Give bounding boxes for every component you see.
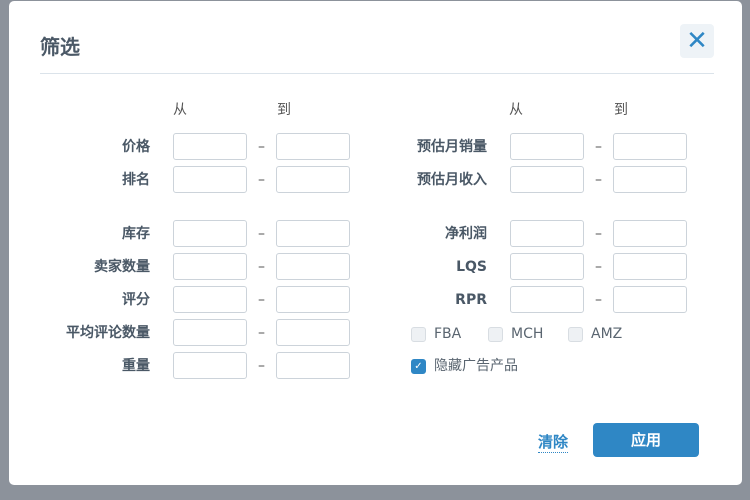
field-label: RPR	[455, 292, 487, 308]
range-dash: –	[595, 226, 602, 242]
checkbox-label[interactable]: 隐藏广告产品	[434, 358, 518, 374]
field-label: 平均评论数量	[66, 325, 150, 341]
from-input[interactable]	[173, 253, 247, 280]
from-input[interactable]	[173, 166, 247, 193]
to-input[interactable]	[613, 133, 687, 160]
to-input[interactable]	[276, 352, 350, 379]
field-label: 重量	[122, 358, 150, 374]
checkbox[interactable]	[411, 327, 426, 342]
field-label: 价格	[122, 139, 150, 155]
field-label: 预估月收入	[417, 172, 487, 188]
from-input[interactable]	[510, 286, 584, 313]
to-input[interactable]	[613, 166, 687, 193]
left-to-header: 到	[277, 102, 291, 118]
to-input[interactable]	[613, 220, 687, 247]
divider	[40, 73, 714, 74]
range-dash: –	[595, 292, 602, 308]
right-from-header: 从	[509, 102, 523, 118]
to-input[interactable]	[276, 253, 350, 280]
range-dash: –	[258, 172, 265, 188]
filter-dialog: 筛选 ✕ 从 到 从 到 清除 应用 价格 – 排名 – 库存 – 卖家数量 – 评分 – 平均评论…	[9, 1, 742, 485]
to-input[interactable]	[276, 286, 350, 313]
to-input[interactable]	[276, 133, 350, 160]
field-label: 净利润	[445, 226, 487, 242]
range-dash: –	[595, 259, 602, 275]
range-dash: –	[258, 358, 265, 374]
field-label: LQS	[456, 259, 487, 275]
to-input[interactable]	[613, 286, 687, 313]
field-label: 卖家数量	[94, 259, 150, 275]
to-input[interactable]	[613, 253, 687, 280]
from-input[interactable]	[510, 253, 584, 280]
check-icon: ✓	[414, 361, 423, 372]
checkbox-label[interactable]: FBA	[434, 326, 462, 342]
field-label: 排名	[122, 172, 150, 188]
range-dash: –	[595, 172, 602, 188]
from-input[interactable]	[173, 319, 247, 346]
checkbox[interactable]	[568, 327, 583, 342]
to-input[interactable]	[276, 319, 350, 346]
clear-button[interactable]: 清除	[538, 433, 569, 453]
from-input[interactable]	[510, 133, 584, 160]
close-icon: ✕	[686, 26, 708, 56]
right-to-header: 到	[614, 102, 628, 118]
from-input[interactable]	[173, 286, 247, 313]
range-dash: –	[258, 325, 265, 341]
to-input[interactable]	[276, 166, 350, 193]
range-dash: –	[258, 226, 265, 242]
range-dash: –	[258, 139, 265, 155]
from-input[interactable]	[173, 133, 247, 160]
from-input[interactable]	[173, 220, 247, 247]
field-label: 库存	[122, 226, 150, 242]
left-from-header: 从	[173, 102, 187, 118]
range-dash: –	[258, 259, 265, 275]
checkbox[interactable]: ✓	[411, 359, 426, 374]
checkbox[interactable]	[488, 327, 503, 342]
apply-button[interactable]: 应用	[593, 423, 699, 457]
checkbox-label[interactable]: AMZ	[591, 326, 623, 342]
range-dash: –	[258, 292, 265, 308]
range-dash: –	[595, 139, 602, 155]
to-input[interactable]	[276, 220, 350, 247]
field-label: 评分	[122, 292, 150, 308]
from-input[interactable]	[510, 220, 584, 247]
checkbox-label[interactable]: MCH	[511, 326, 544, 342]
field-label: 预估月销量	[417, 139, 487, 155]
from-input[interactable]	[510, 166, 584, 193]
close-button[interactable]: ✕	[680, 24, 714, 58]
from-input[interactable]	[173, 352, 247, 379]
dialog-title: 筛选	[40, 35, 80, 59]
